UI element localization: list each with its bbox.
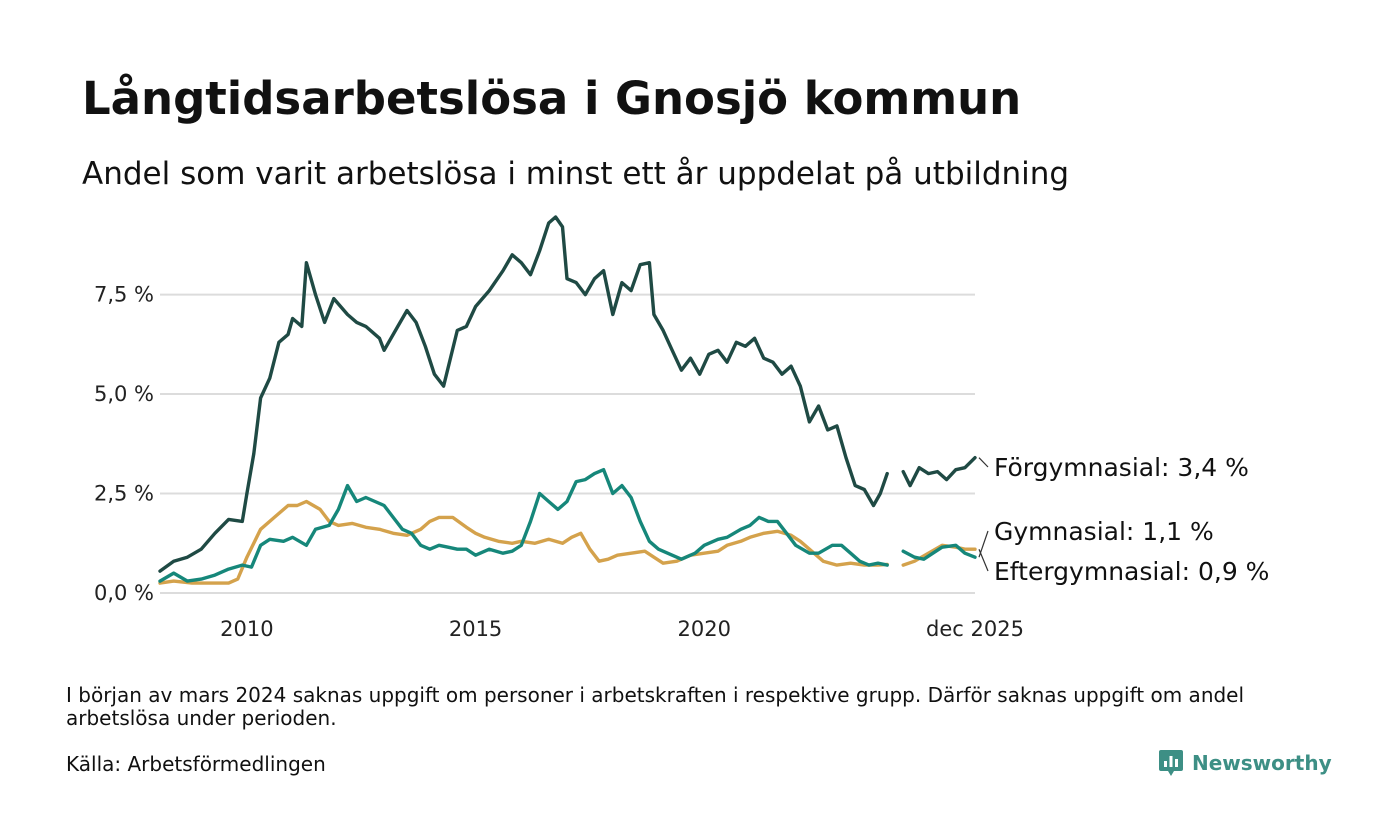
x-tick-label: dec 2025 [926, 617, 1024, 641]
end-label-eftergymnasial: Eftergymnasial: 0,9 % [994, 557, 1269, 586]
gridlines [160, 293, 975, 594]
x-tick-label: 2010 [220, 617, 273, 641]
end-label-gymnasial: Gymnasial: 1,1 % [994, 517, 1214, 546]
y-tick-label: 2,5 % [94, 482, 154, 506]
leader-line [978, 457, 989, 468]
y-tick-label: 7,5 % [94, 283, 154, 307]
leader-line [978, 549, 989, 572]
x-axis-ticks: 2010 2015 2020 dec 2025 [220, 617, 1024, 641]
series-line-förgymnasial [158, 215, 889, 573]
footnote: I början av mars 2024 saknas uppgift om … [66, 683, 1245, 730]
newsworthy-logo-icon [1159, 750, 1183, 776]
y-tick-label: 5,0 % [94, 382, 154, 406]
series-line-gymnasial [901, 543, 977, 561]
series-line-förgymnasial [901, 456, 977, 488]
series-lines [158, 215, 977, 585]
chart-subtitle: Andel som varit arbetslösa i minst ett å… [82, 156, 1070, 192]
x-tick-label: 2015 [449, 617, 502, 641]
source-note: Källa: Arbetsförmedlingen [66, 752, 326, 776]
brand-name: Newsworthy [1192, 751, 1332, 775]
series-line-eftergymnasial [901, 543, 977, 567]
brand-logo[interactable]: Newsworthy [1158, 748, 1332, 778]
chart-title: Långtidsarbetslösa i Gnosjö kommun [82, 72, 1022, 125]
y-tick-label: 0,0 % [94, 581, 154, 605]
y-axis-ticks: 0,0 % 2,5 % 5,0 % 7,5 % [94, 283, 154, 605]
end-labels: Förgymnasial: 3,4 % Gymnasial: 1,1 % Efter… [978, 453, 1269, 586]
end-label-förgymnasial: Förgymnasial: 3,4 % [994, 453, 1249, 482]
series-line-gymnasial [158, 468, 889, 583]
series-line-eftergymnasial [158, 499, 889, 585]
line-chart: 0,0 % 2,5 % 5,0 % 7,5 % 2010 2015 2020 dec 202… [94, 215, 1269, 641]
x-tick-label: 2020 [678, 617, 731, 641]
